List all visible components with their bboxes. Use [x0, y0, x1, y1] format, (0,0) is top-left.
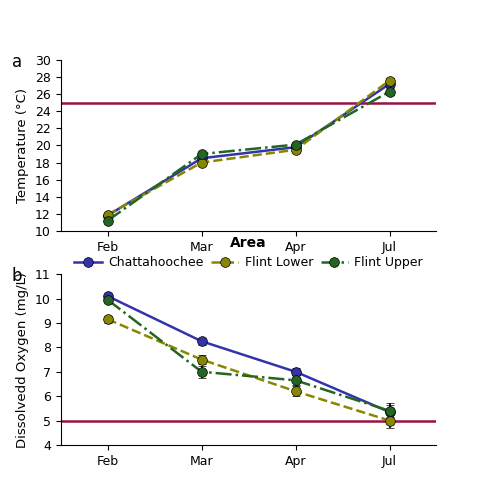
- Legend: Chattahoochee, Flint Lower, Flint Upper: Chattahoochee, Flint Lower, Flint Upper: [69, 231, 427, 274]
- Y-axis label: Dissolvedd Oxygen (mg/L): Dissolvedd Oxygen (mg/L): [16, 272, 30, 448]
- Text: b: b: [12, 268, 22, 285]
- Text: a: a: [12, 53, 22, 71]
- Y-axis label: Temperature (°C): Temperature (°C): [16, 88, 30, 203]
